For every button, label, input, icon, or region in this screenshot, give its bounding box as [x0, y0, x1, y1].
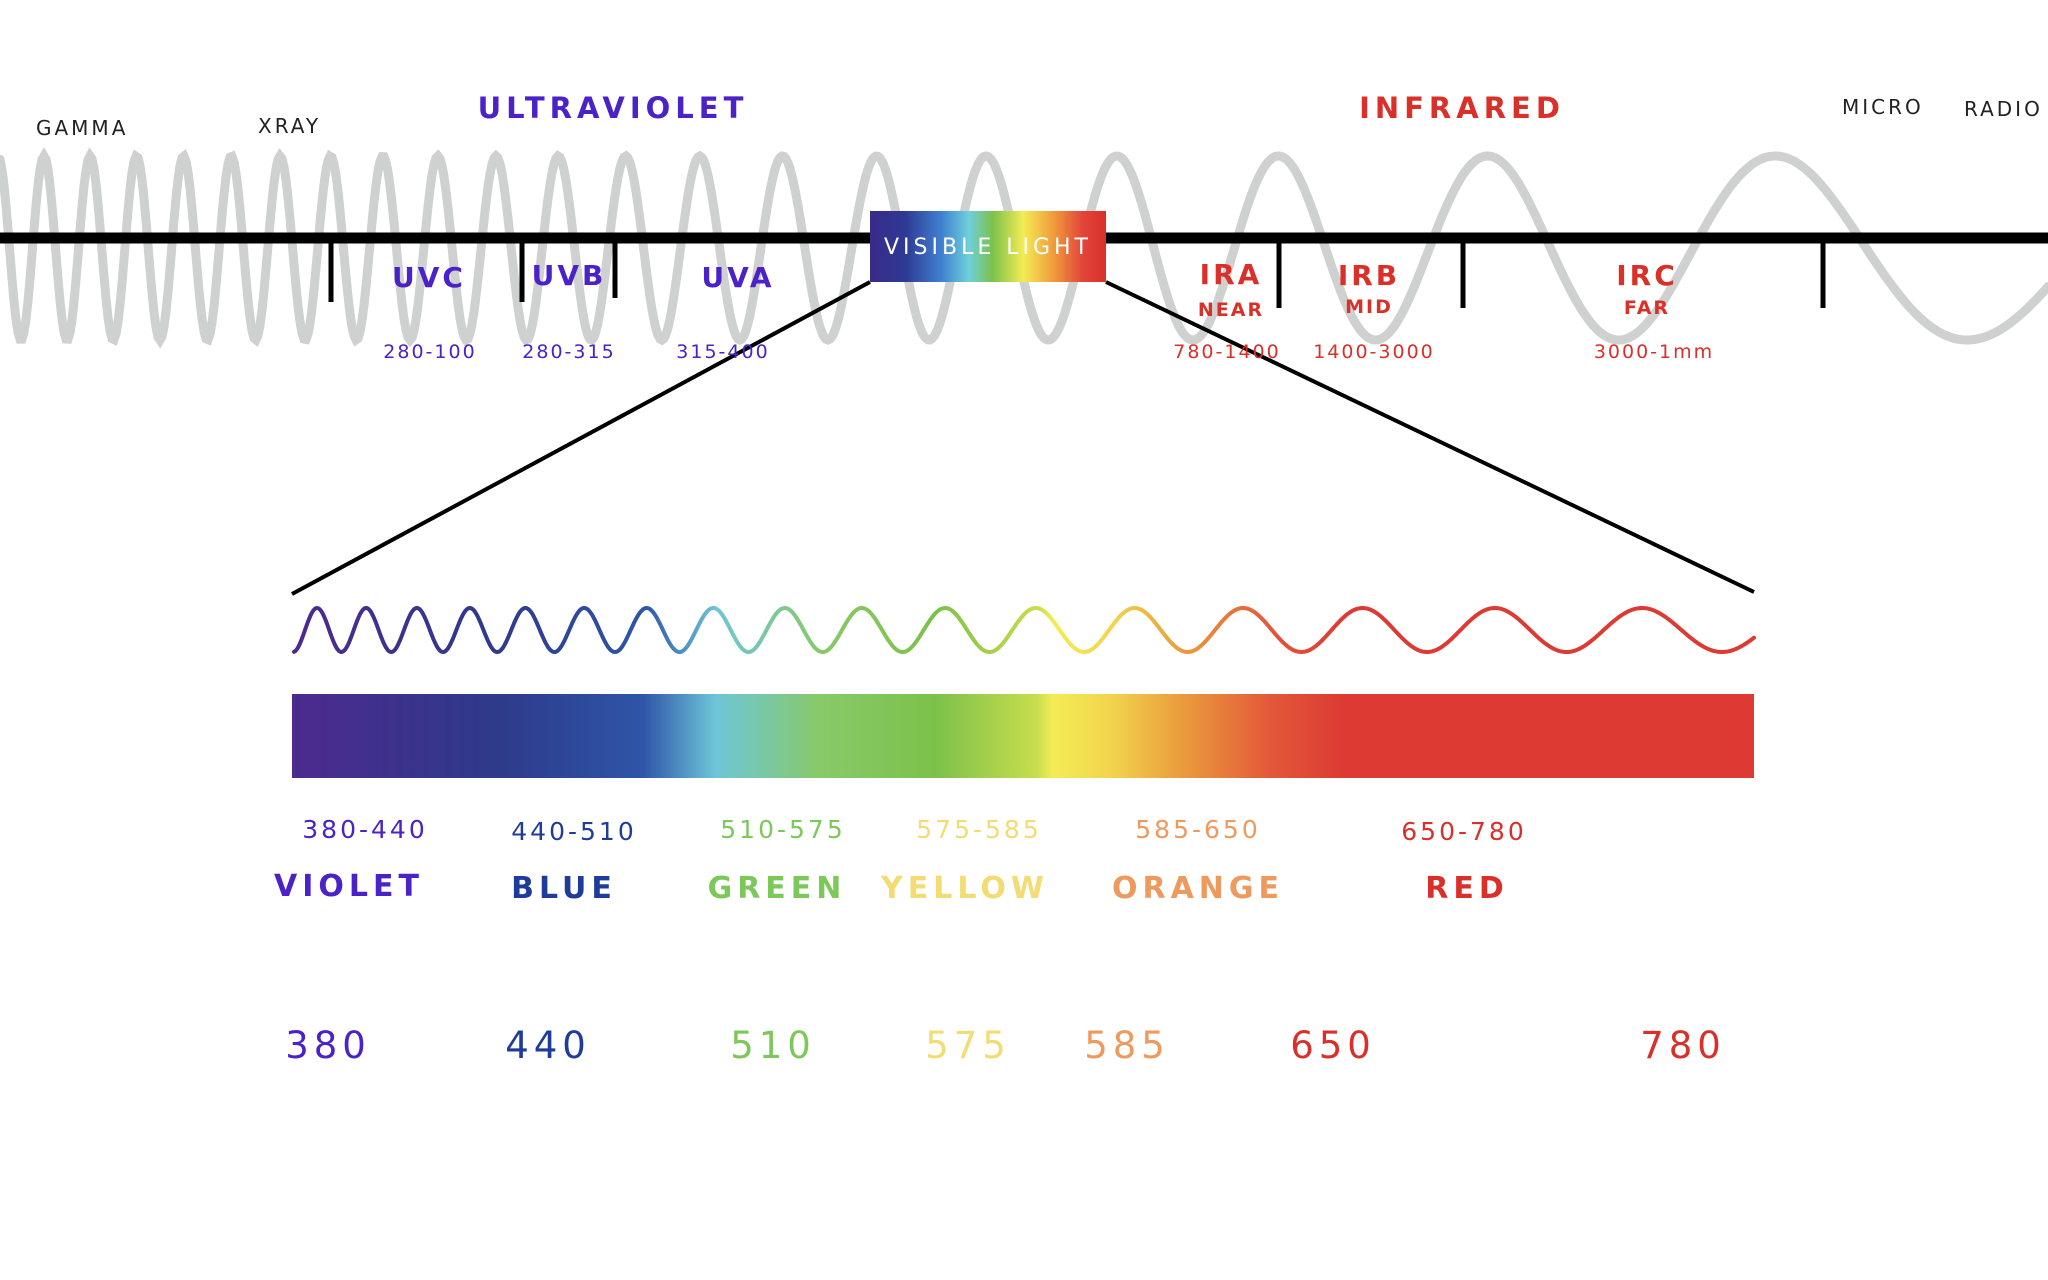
red-name: RED — [1425, 871, 1509, 906]
wavelength-380: 380 — [285, 1024, 371, 1067]
axis-ticks — [328, 238, 1826, 308]
wavelength-575: 575 — [925, 1024, 1011, 1067]
violet-name: VIOLET — [274, 869, 424, 904]
wavelength-marks: 380 440 510 575 585 650 780 — [285, 1024, 1726, 1067]
yellow-range: 575-585 — [916, 815, 1041, 844]
visible-wave-graphic — [292, 605, 1756, 655]
orange-name: ORANGE — [1112, 871, 1284, 906]
electromagnetic-wave-graphic — [0, 147, 2048, 349]
ir-bands: IRA NEAR IRB MID IRC FAR 780-1400 1400-3… — [1173, 258, 1714, 363]
uvc-range: 280-100 — [383, 341, 476, 363]
uva-label: UVA — [701, 261, 774, 294]
irc-label: IRC — [1616, 259, 1678, 292]
irb-sub: MID — [1345, 296, 1393, 318]
zoom-line-right — [1105, 280, 1755, 594]
ira-label: IRA — [1200, 258, 1263, 291]
uvb-range: 280-315 — [522, 341, 615, 363]
visible-spectrum-bar — [292, 694, 1754, 778]
orange-range: 585-650 — [1135, 815, 1260, 844]
green-range: 510-575 — [720, 815, 845, 844]
gamma-label: GAMMA — [36, 116, 128, 140]
irc-sub: FAR — [1624, 297, 1670, 319]
red-range: 650-780 — [1401, 817, 1526, 846]
uv-bands: UVC UVB UVA 280-100 280-315 315-400 — [383, 259, 774, 363]
wavelength-585: 585 — [1084, 1024, 1170, 1067]
violet-range: 380-440 — [302, 815, 427, 844]
uva-range: 315-400 — [676, 341, 769, 363]
blue-range: 440-510 — [511, 817, 636, 846]
ultraviolet-label: ULTRAVIOLET — [478, 91, 749, 125]
infrared-label: INFRARED — [1359, 91, 1565, 125]
wavelength-440: 440 — [505, 1024, 591, 1067]
wavelength-510: 510 — [730, 1024, 816, 1067]
visible-light-box — [870, 211, 1106, 282]
ira-range: 780-1400 — [1173, 341, 1280, 363]
ira-sub: NEAR — [1198, 299, 1264, 321]
xray-label: XRAY — [258, 114, 321, 138]
blue-name: BLUE — [511, 871, 617, 906]
micro-label: MICRO — [1842, 95, 1924, 119]
zoom-line-left — [291, 280, 871, 596]
irc-range: 3000-1mm — [1594, 341, 1714, 363]
radio-label: RADIO — [1964, 97, 2043, 121]
visible-color-labels: 380-440 440-510 510-575 575-585 585-650 … — [274, 815, 1526, 906]
uvb-label: UVB — [532, 259, 607, 292]
irb-range: 1400-3000 — [1313, 341, 1435, 363]
visible-light-label: VISIBLE LIGHT — [884, 235, 1092, 260]
uvc-label: UVC — [392, 261, 466, 294]
irb-label: IRB — [1338, 259, 1400, 292]
wavelength-650: 650 — [1290, 1024, 1376, 1067]
green-name: GREEN — [708, 871, 847, 906]
yellow-name: YELLOW — [880, 871, 1049, 906]
wavelength-780: 780 — [1640, 1024, 1726, 1067]
